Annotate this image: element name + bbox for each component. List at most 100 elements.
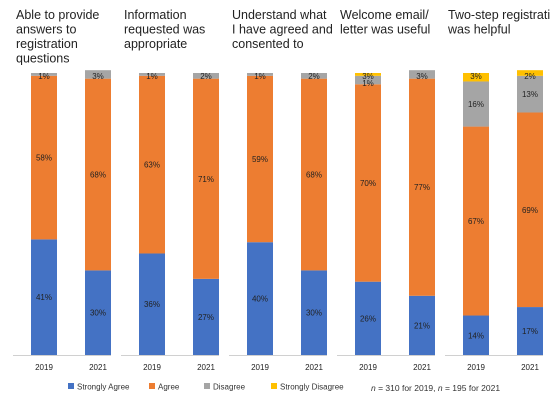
panel-2-bar-2021-label-2: 71%	[198, 175, 214, 184]
panel-5-year-label-1: 2019	[467, 363, 485, 372]
panel-2-bar-2021-strongly-agree-segment	[193, 278, 219, 355]
panel-1-year-label-2: 2021	[89, 363, 107, 372]
panel-2-bar-2019-label-1: 36%	[144, 300, 160, 309]
panel-4-bar-2021-strongly-agree-segment	[409, 295, 435, 355]
chart-legend: Strongly Agree Agree Disagree Strongly Disa…	[68, 383, 344, 392]
panel-1-bar-2019-strongly-agree-segment	[31, 239, 57, 355]
panel-2-title-line-3: appropriate	[124, 37, 187, 51]
note-n-symbol-2: n	[438, 383, 443, 393]
panel-5-bar-2019-strongly-agree-segment	[463, 315, 489, 355]
panel-1-bar-2021-label-2: 68%	[90, 171, 106, 180]
panel-4-year-label-2: 2021	[413, 363, 431, 372]
panel-4-bar-2021-disagree-segment	[409, 70, 435, 79]
panel-1-title-line-3: registration	[16, 37, 78, 51]
legend-label-3: Disagree	[213, 383, 246, 392]
panel-5-bar-2021-strongly-agree-segment	[517, 307, 543, 355]
panel-5-bar-2019-label-2: 67%	[468, 217, 484, 226]
panel-3-bar-2021-label-3: 2%	[308, 72, 320, 81]
panel-4-bar-2021-label-2: 77%	[414, 183, 430, 192]
panel-4-title-line-1: Welcome email/	[340, 8, 429, 22]
panel-5-title-line-2: was helpful	[447, 23, 511, 37]
panel-1-title-line-1: Able to provide	[16, 8, 99, 22]
panel-3-bar-2021-agree-segment	[301, 78, 327, 271]
panel-4-bar-2019-label-3: 3%	[362, 72, 374, 81]
panel-4-bar-2019-strongly-agree-segment	[355, 281, 381, 355]
panel-4-bar-2021-agree-segment	[409, 78, 435, 296]
legend-label-1: Strongly Agree	[77, 383, 130, 392]
panel-4-title-line-2: letter was useful	[340, 23, 430, 37]
panel-1-bar-2019-label-3: 1%	[38, 72, 50, 81]
panel-5-bar-2021-label-3: 13%	[522, 90, 538, 99]
panel-3-bar-2021-label-2: 68%	[306, 171, 322, 180]
panel-4-bar-2021-label-3: 3%	[416, 72, 428, 81]
panel-5-year-label-2: 2021	[521, 363, 539, 372]
panel-5-bar-2021-strongly-disagree-segment	[517, 70, 543, 76]
panel-2-title-line-2: requested was	[124, 23, 205, 37]
panel-2-bar-2019-agree-segment	[139, 75, 165, 254]
panel-1-bar-2021-agree-segment	[85, 78, 111, 271]
panel-3-bar-2019-label-3: 1%	[254, 72, 266, 81]
panel-4-bar-2021-label-1: 21%	[414, 321, 430, 330]
panel-3-bar-2021-disagree-segment	[301, 73, 327, 79]
panel-2-title-line-1: Information	[124, 8, 187, 22]
panel-3-bar-2021-strongly-agree-segment	[301, 270, 327, 355]
panel-1-bar-2019-disagree-segment	[31, 73, 57, 76]
panel-2-bar-2019-strongly-agree-segment	[139, 253, 165, 355]
panel-4: Welcome email/letter was useful26%70%3%1…	[337, 8, 435, 372]
panel-3-year-label-2: 2021	[305, 363, 323, 372]
panel-1-year-label-1: 2019	[35, 363, 53, 372]
panel-5-bar-2021-label-2: 69%	[522, 206, 538, 215]
legend-swatch-4	[271, 383, 277, 389]
panel-5-bar-2019-label-1: 14%	[468, 331, 484, 340]
panel-2-bar-2021-agree-segment	[193, 78, 219, 279]
note-n-symbol-1: n	[371, 383, 376, 393]
panel-4-bar-2019-label-1: 26%	[360, 314, 376, 323]
panel-4-year-label-1: 2019	[359, 363, 377, 372]
panel-4-bar-2019-label-2: 70%	[360, 179, 376, 188]
panel-5-title-line-1: Two-step registration	[448, 8, 550, 22]
panel-1-bar-2019-agree-segment	[31, 75, 57, 240]
legend-item-disagree: Disagree	[204, 383, 246, 392]
panel-4-bar-2019-strongly-disagree-segment	[355, 73, 381, 76]
panel-2-bar-2021-label-1: 27%	[198, 313, 214, 322]
legend-label-2: Agree	[158, 383, 180, 392]
panel-5-bar-2021-disagree-segment	[517, 75, 543, 113]
legend-label-4: Strongly Disagree	[280, 383, 344, 392]
legend-item-strongly-agree: Strongly Agree	[68, 383, 130, 392]
panel-1-bar-2019-label-2: 58%	[36, 154, 52, 163]
legend-item-strongly-disagree: Strongly Disagree	[271, 383, 344, 392]
panel-2-bar-2019-label-3: 1%	[146, 72, 158, 81]
note-part-1: = 310 for 2019,	[376, 383, 438, 393]
legend-swatch-1	[68, 383, 74, 389]
panel-3-bar-2019-strongly-agree-segment	[247, 242, 273, 355]
panel-2-bar-2019-label-2: 63%	[144, 161, 160, 170]
panel-5-bar-2019-label-4: 3%	[470, 72, 482, 81]
panel-4-bar-2019-disagree-segment	[355, 75, 381, 85]
panel-2-bar-2021-label-3: 2%	[200, 72, 212, 81]
panel-3-title-line-1: Understand what	[232, 8, 327, 22]
panel-1-bar-2019-label-1: 41%	[36, 293, 52, 302]
panel-3-title-line-2: I have agreed and	[232, 23, 333, 37]
panel-5-bar-2021-agree-segment	[517, 112, 543, 308]
sample-size-note: n = 310 for 2019, n = 195 for 2021	[371, 383, 500, 393]
panel-2-bar-2019-disagree-segment	[139, 73, 165, 76]
panel-1-title-line-2: answers to	[16, 23, 76, 37]
legend-swatch-2	[149, 383, 155, 389]
panel-1-title-line-4: questions	[16, 52, 70, 66]
panel-5-bar-2019-label-3: 16%	[468, 100, 484, 109]
panel-1-bar-2021-disagree-segment	[85, 70, 111, 79]
panel-5: Two-step registrationwas helpful 14% 67% 16…	[445, 8, 550, 372]
panel-3-bar-2019-agree-segment	[247, 75, 273, 243]
panel-4-bar-2019-agree-segment	[355, 84, 381, 282]
legend-item-agree: Agree	[149, 383, 180, 392]
panel-4-bar-2019-label-4: 1%	[362, 79, 374, 88]
panel-3-bar-2019-disagree-segment	[247, 73, 273, 76]
panel-3-bar-2019-label-2: 59%	[252, 155, 268, 164]
panel-2-bar-2021-disagree-segment	[193, 73, 219, 79]
panel-5-bar-2019-strongly-disagree-segment	[463, 73, 489, 82]
